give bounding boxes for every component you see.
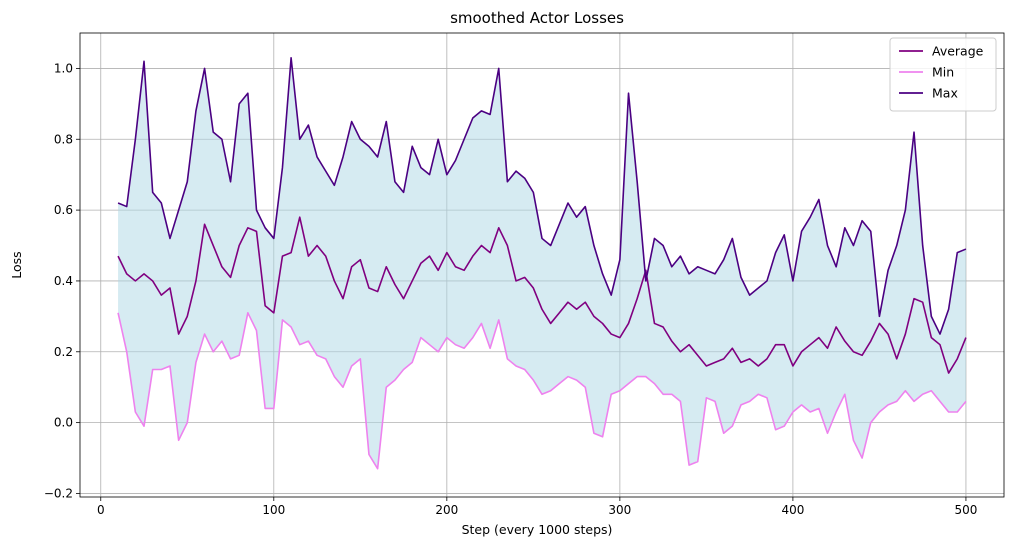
y-tick-label: 1.0: [54, 61, 73, 75]
x-tick-label: 100: [262, 503, 285, 517]
y-axis: −0.2 0.0 0.2 0.4 0.6 0.8 1.0: [44, 61, 80, 500]
x-tick-label: 300: [608, 503, 631, 517]
x-tick-label: 400: [781, 503, 804, 517]
series-line-min: [117, 312, 967, 470]
legend-label-min: Min: [932, 65, 954, 80]
y-tick-label: 0.2: [54, 345, 73, 359]
x-tick-label: 200: [435, 503, 458, 517]
x-axis-title: Step (every 1000 steps): [462, 522, 613, 537]
y-tick-label: 0.0: [54, 416, 73, 430]
x-tick-label: 500: [954, 503, 977, 517]
plot-frame: [79, 32, 1005, 498]
chart-title: smoothed Actor Losses: [450, 9, 624, 27]
series-lines: [117, 56, 967, 470]
x-axis: 0 100 200 300 400 500: [97, 497, 977, 517]
series-line-average: [117, 216, 967, 374]
legend: Average Min Max: [889, 37, 997, 112]
y-tick-label: 0.6: [54, 203, 73, 217]
x-tick-label: 0: [97, 503, 105, 517]
legend-label-average: Average: [932, 44, 984, 59]
series-line-max: [117, 56, 967, 335]
legend-label-max: Max: [932, 86, 958, 101]
y-tick-label: −0.2: [44, 486, 73, 500]
y-axis-title: Loss: [9, 251, 24, 278]
y-tick-label: 0.4: [54, 274, 73, 288]
y-tick-label: 0.8: [54, 132, 73, 146]
